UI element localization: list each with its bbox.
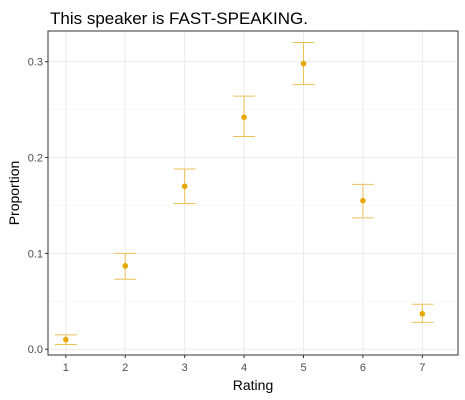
data-point [419, 310, 426, 317]
y-tick-label: 0.3 [28, 57, 43, 69]
data-point [122, 263, 129, 269]
x-tick-label: 1 [63, 362, 69, 374]
plot-panel [48, 31, 458, 355]
data-point [241, 114, 247, 121]
data-point [300, 60, 307, 67]
x-axis-title: Rating [233, 377, 273, 393]
x-tick-label: 2 [122, 362, 128, 374]
data-point [63, 336, 69, 343]
x-axis-ticks: 1 2 3 4 5 6 7 [63, 355, 425, 374]
y-tick-label: 0.1 [28, 248, 43, 260]
chart-title: This speaker is FAST-SPEAKING. [50, 9, 308, 28]
data-point [360, 197, 366, 204]
y-axis-ticks: 0.0 0.1 0.2 0.3 [28, 57, 48, 356]
y-axis-title: Proportion [6, 161, 22, 226]
x-tick-label: 5 [300, 362, 306, 374]
x-tick-label: 4 [241, 362, 247, 374]
x-tick-label: 7 [419, 362, 425, 374]
panel-border [47, 30, 459, 356]
y-tick-label: 0.0 [28, 344, 43, 356]
y-tick-label: 0.2 [28, 153, 43, 165]
data-point [181, 183, 188, 190]
x-tick-label: 6 [360, 362, 366, 374]
data-points [63, 60, 426, 343]
x-tick-label: 3 [182, 362, 188, 374]
